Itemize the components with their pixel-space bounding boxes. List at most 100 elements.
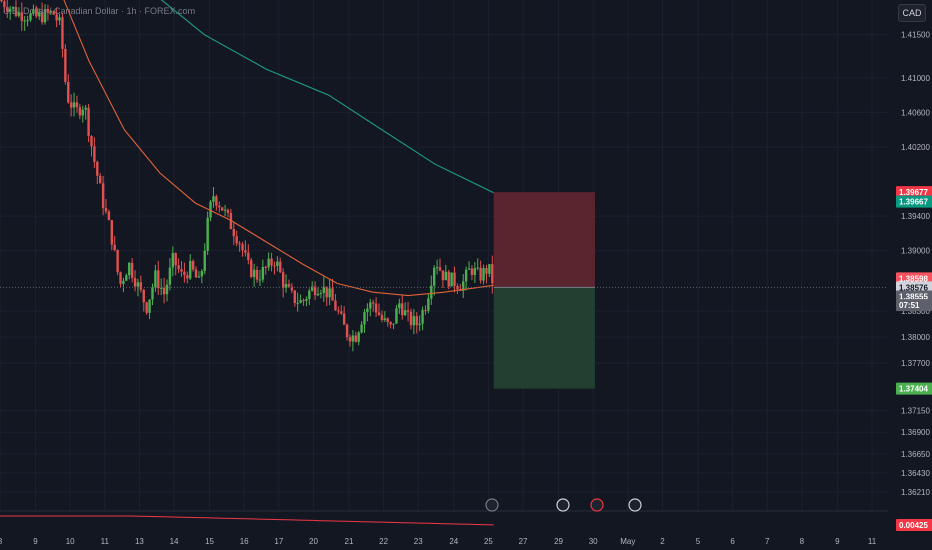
candle-body[interactable] bbox=[403, 310, 407, 316]
candle-body[interactable] bbox=[418, 323, 421, 326]
candle-body[interactable] bbox=[113, 244, 116, 250]
candle-body[interactable] bbox=[360, 324, 363, 333]
candle-body[interactable] bbox=[168, 267, 172, 285]
candle-body[interactable] bbox=[252, 269, 256, 277]
candle-body[interactable] bbox=[299, 300, 302, 303]
stop-loss-zone[interactable] bbox=[493, 192, 595, 288]
candle-body[interactable] bbox=[209, 201, 212, 218]
candle-body[interactable] bbox=[464, 269, 468, 282]
candle-body[interactable] bbox=[8, 8, 12, 12]
candle-body[interactable] bbox=[119, 272, 122, 284]
candle-body[interactable] bbox=[128, 262, 131, 276]
candle-body[interactable] bbox=[337, 310, 340, 312]
candle-body[interactable] bbox=[447, 271, 450, 287]
candle-body[interactable] bbox=[427, 298, 430, 311]
candle-body[interactable] bbox=[75, 102, 79, 108]
candle-body[interactable] bbox=[421, 310, 424, 324]
candle-body[interactable] bbox=[40, 12, 44, 23]
candle-body[interactable] bbox=[61, 17, 64, 49]
candle-body[interactable] bbox=[90, 136, 93, 147]
candle-body[interactable] bbox=[180, 269, 183, 272]
candle-body[interactable] bbox=[136, 282, 140, 287]
candle-body[interactable] bbox=[470, 268, 474, 275]
candle-body[interactable] bbox=[485, 268, 488, 274]
candle-body[interactable] bbox=[369, 302, 372, 309]
candle-body[interactable] bbox=[14, 7, 18, 16]
candle-body[interactable] bbox=[462, 281, 465, 291]
candle-body[interactable] bbox=[203, 250, 206, 272]
candle-body[interactable] bbox=[200, 271, 204, 277]
candle-body[interactable] bbox=[342, 313, 346, 325]
candle-body[interactable] bbox=[174, 253, 177, 266]
candle-body[interactable] bbox=[191, 261, 195, 270]
candle-body[interactable] bbox=[162, 287, 166, 295]
candle-body[interactable] bbox=[72, 102, 76, 108]
candle-body[interactable] bbox=[467, 268, 471, 270]
candle-body[interactable] bbox=[247, 252, 250, 261]
candle-body[interactable] bbox=[29, 13, 32, 21]
candle-body[interactable] bbox=[377, 312, 381, 315]
candle-body[interactable] bbox=[270, 258, 273, 266]
candle-body[interactable] bbox=[104, 208, 108, 212]
candle-body[interactable] bbox=[482, 268, 485, 281]
candle-body[interactable] bbox=[279, 261, 282, 273]
candle-body[interactable] bbox=[296, 302, 299, 304]
candle-body[interactable] bbox=[145, 302, 148, 313]
candle-body[interactable] bbox=[220, 207, 224, 211]
candle-body[interactable] bbox=[93, 146, 96, 162]
candle-body[interactable] bbox=[194, 269, 198, 278]
candle-body[interactable] bbox=[351, 335, 355, 342]
candle-body[interactable] bbox=[122, 280, 125, 284]
economic-event-icon[interactable] bbox=[628, 498, 642, 512]
candle-body[interactable] bbox=[206, 217, 209, 251]
candle-body[interactable] bbox=[441, 270, 445, 281]
candle-body[interactable] bbox=[389, 322, 392, 325]
economic-event-icon[interactable] bbox=[590, 498, 604, 512]
candle-body[interactable] bbox=[380, 314, 384, 320]
candle-body[interactable] bbox=[64, 48, 67, 82]
candle-body[interactable] bbox=[244, 250, 247, 253]
candle-body[interactable] bbox=[232, 229, 235, 237]
economic-event-icon[interactable] bbox=[556, 498, 570, 512]
candle-body[interactable] bbox=[110, 220, 114, 245]
candle-body[interactable] bbox=[432, 267, 436, 286]
candle-body[interactable] bbox=[171, 253, 175, 268]
candle-body[interactable] bbox=[476, 267, 479, 269]
candle-body[interactable] bbox=[305, 298, 308, 301]
candle-body[interactable] bbox=[183, 271, 186, 276]
candle-body[interactable] bbox=[444, 271, 448, 281]
candle-body[interactable] bbox=[96, 161, 99, 176]
candle-body[interactable] bbox=[473, 268, 477, 275]
candle-body[interactable] bbox=[412, 316, 416, 326]
candle-body[interactable] bbox=[159, 287, 163, 289]
candle-body[interactable] bbox=[354, 335, 357, 342]
candle-body[interactable] bbox=[17, 12, 21, 16]
candle-body[interactable] bbox=[20, 12, 23, 21]
candle-body[interactable] bbox=[383, 318, 387, 320]
candle-body[interactable] bbox=[157, 270, 160, 289]
candle-body[interactable] bbox=[223, 209, 227, 211]
candle-body[interactable] bbox=[372, 302, 375, 304]
candle-body[interactable] bbox=[438, 267, 442, 271]
candle-body[interactable] bbox=[267, 258, 270, 268]
candle-body[interactable] bbox=[154, 270, 157, 288]
candle-body[interactable] bbox=[261, 266, 265, 280]
candle-body[interactable] bbox=[435, 267, 439, 269]
candle-body[interactable] bbox=[395, 308, 398, 324]
candle-body[interactable] bbox=[334, 300, 337, 311]
candle-body[interactable] bbox=[424, 310, 427, 312]
candle-body[interactable] bbox=[398, 303, 401, 309]
candle-body[interactable] bbox=[415, 316, 418, 326]
candle-body[interactable] bbox=[52, 11, 55, 15]
candle-body[interactable] bbox=[281, 272, 285, 288]
candle-body[interactable] bbox=[148, 299, 151, 313]
candle-body[interactable] bbox=[409, 311, 413, 326]
candle-body[interactable] bbox=[313, 286, 317, 296]
candle-body[interactable] bbox=[311, 286, 314, 291]
candle-body[interactable] bbox=[142, 289, 145, 303]
candle-body[interactable] bbox=[130, 262, 134, 278]
candle-body[interactable] bbox=[363, 312, 366, 325]
candle-body[interactable] bbox=[107, 211, 111, 221]
candle-body[interactable] bbox=[226, 209, 230, 213]
